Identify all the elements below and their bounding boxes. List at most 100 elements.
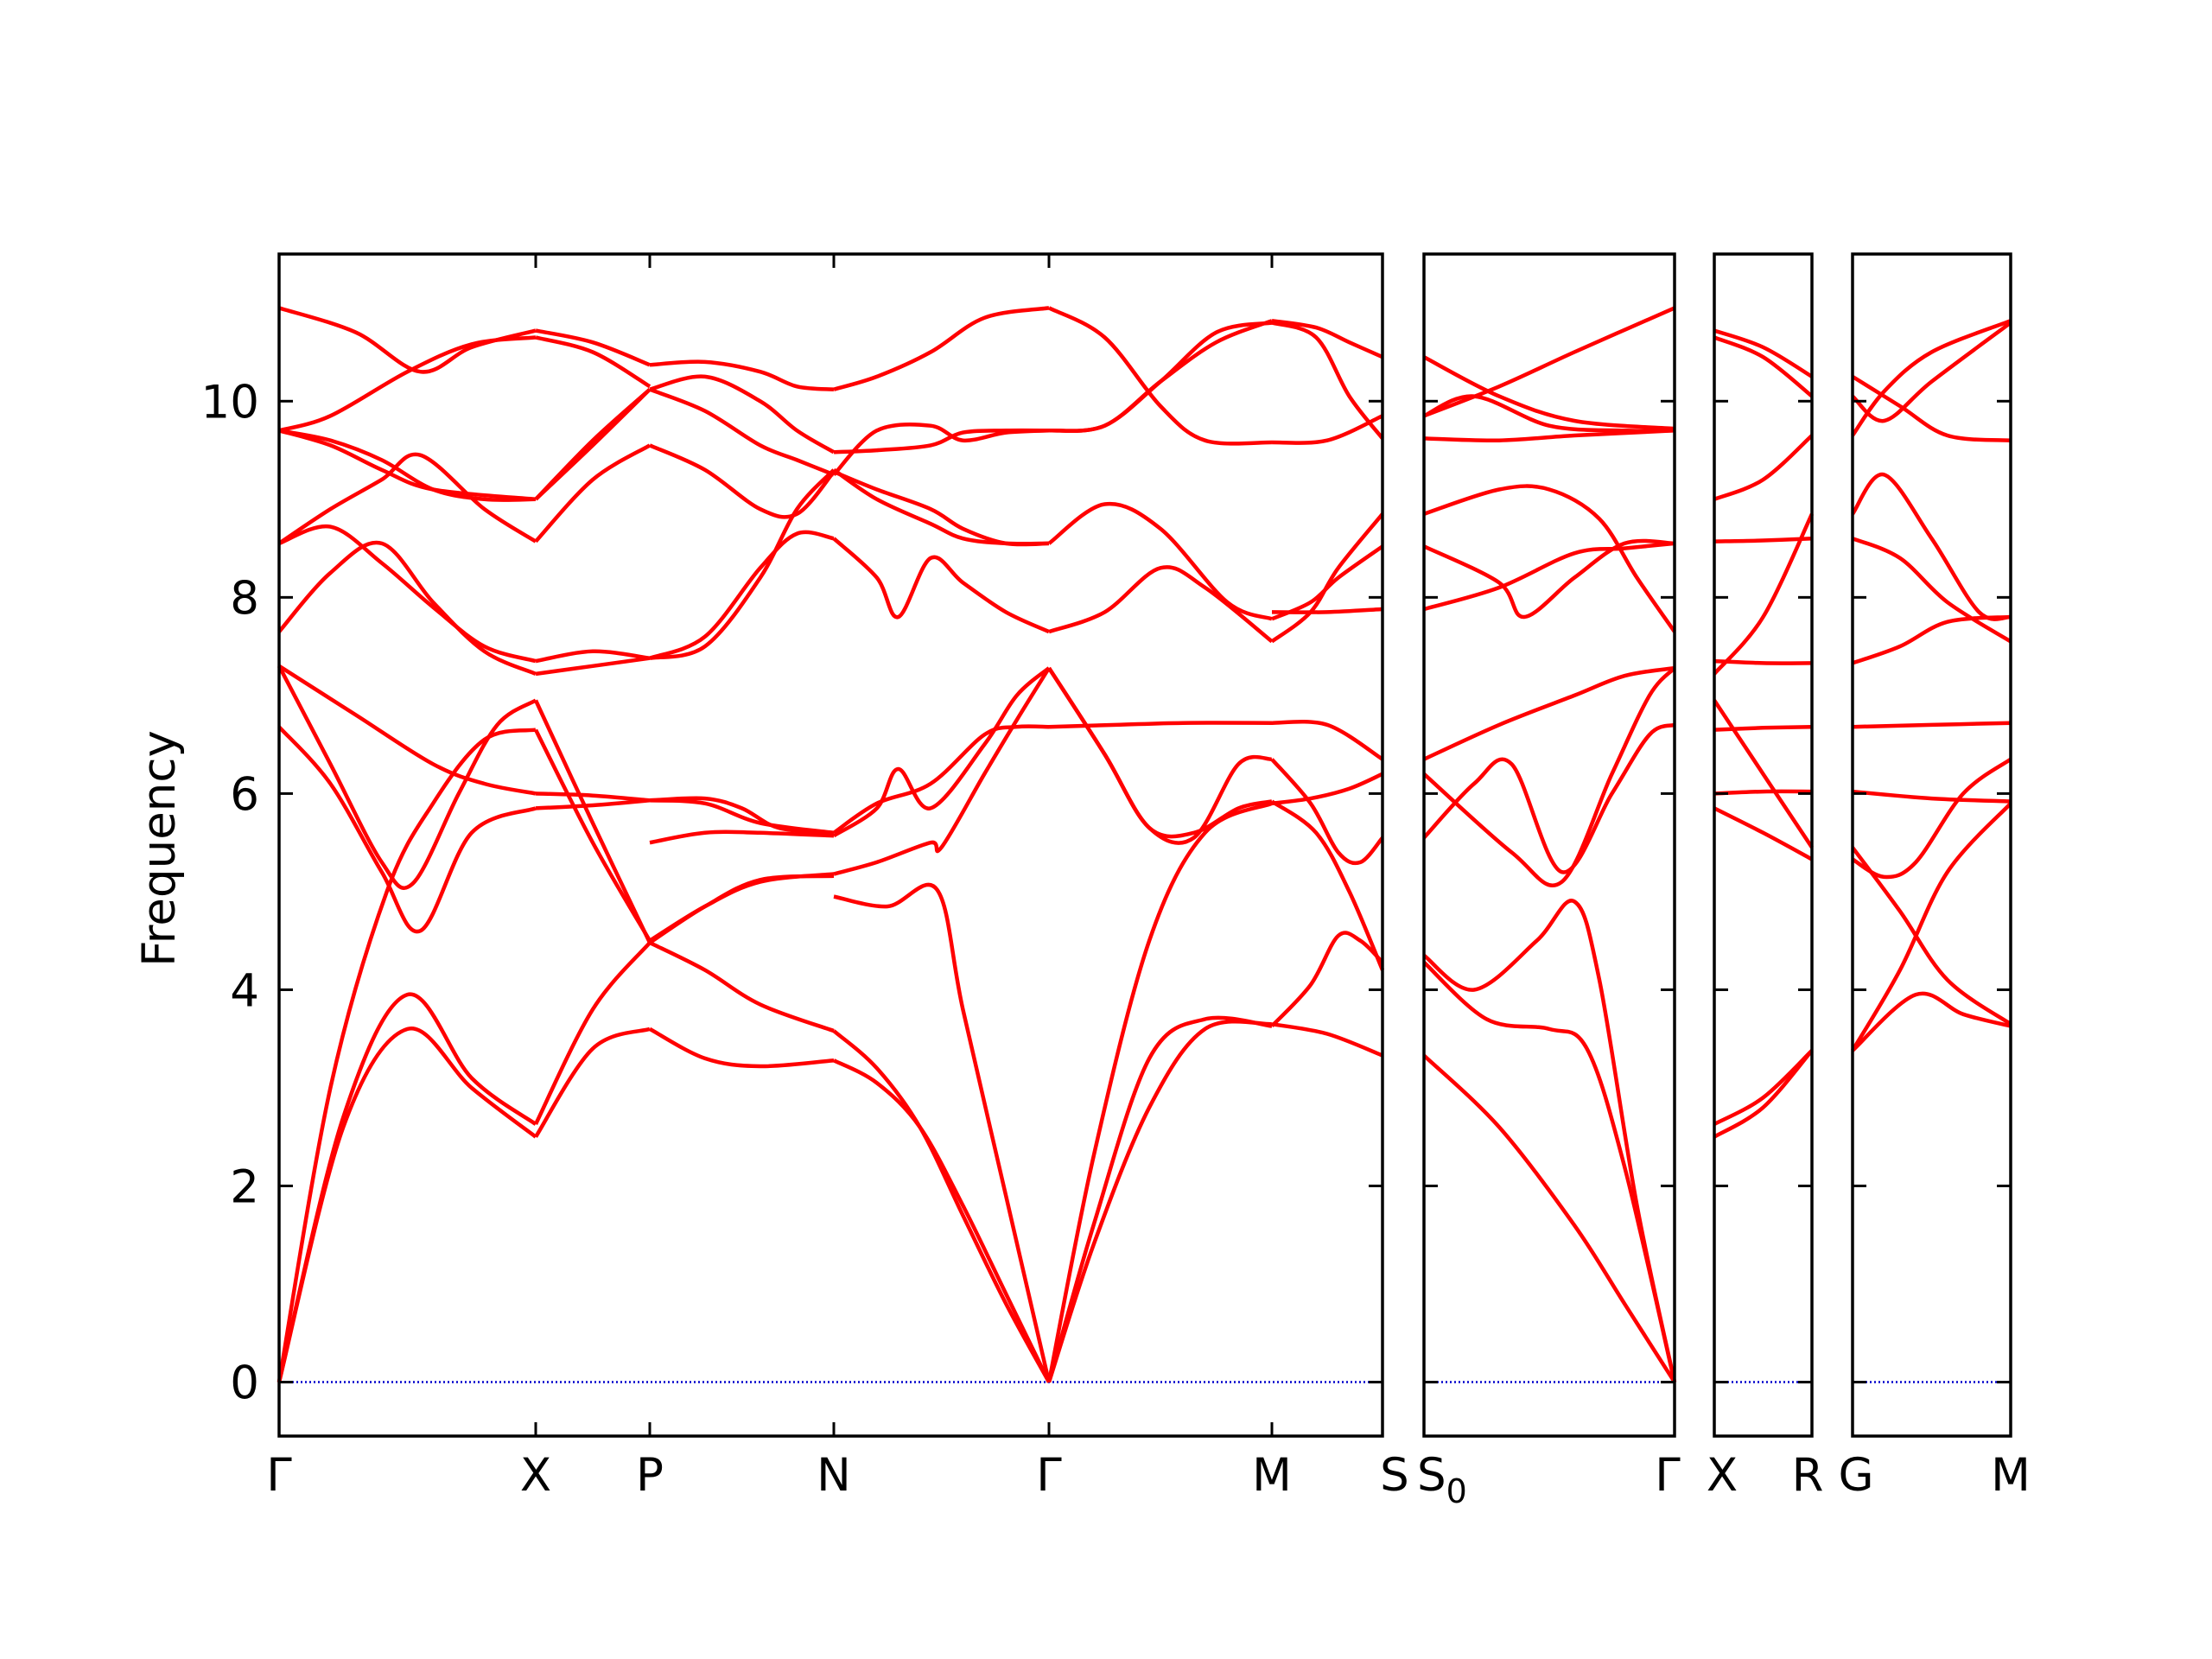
- q-point-label: X: [520, 1449, 551, 1502]
- band-line-p1-s2-b2: [533, 941, 652, 1125]
- y-tick-label: 8: [230, 572, 259, 625]
- band-line-p1-s2-b6: [535, 791, 651, 803]
- band-line-p1-s3-b2: [648, 940, 835, 1033]
- band-line-p1-s6-b6: [1271, 719, 1384, 761]
- band-line-p1-s4-b7: [832, 537, 1050, 634]
- band-line-p2-s1-b12: [1422, 355, 1675, 431]
- band-line-p1-s5-b6: [1048, 721, 1273, 729]
- band-line-p1-s1-b12: [278, 335, 537, 433]
- q-point-label: S0: [1417, 1449, 1467, 1510]
- band-line-p1-s3-b8: [649, 530, 835, 660]
- panel-3: [1713, 252, 1815, 1438]
- band-line-p2-s1-b2: [1422, 961, 1677, 1383]
- panel-frame: [277, 252, 1384, 1438]
- band-line-p3-s1-b9: [1713, 536, 1813, 543]
- band-line-p3-s1-b3: [1713, 806, 1814, 861]
- y-tick-label: 6: [230, 768, 259, 821]
- band-line-p4-s1-b6: [1852, 721, 2012, 729]
- band-line-p1-s2-b13: [535, 328, 651, 367]
- band-line-p1-s6-b12: [1271, 414, 1383, 445]
- band-line-p1-s5-b11: [1047, 306, 1273, 446]
- panel-2: [1422, 252, 1677, 1438]
- band-line-p2-s1-b9: [1423, 484, 1676, 633]
- band-line-p3-s1-b6: [1713, 724, 1813, 732]
- band-line-p1-s4-b9: [833, 469, 1050, 547]
- band-line-p1-s1-b7: [277, 540, 537, 676]
- band-line-p4-s1-b12: [1851, 374, 2012, 442]
- band-line-p1-s6-b5: [1270, 799, 1385, 971]
- band-line-p1-s3-b10: [649, 443, 836, 519]
- panels-layer: [276, 252, 2012, 1438]
- band-line-p2-s1-b4: [1422, 722, 1675, 874]
- band-line-p1-s1-b4: [277, 725, 537, 934]
- band-line-p1-s5-b5: [1047, 666, 1273, 839]
- band-line-p1-s1-b10: [278, 429, 537, 502]
- band-line-p1-s4-b12: [833, 306, 1050, 391]
- band-line-p3-s1-b10: [1713, 434, 1814, 501]
- band-line-p1-s4-b2: [832, 1029, 1051, 1383]
- band-line-p1-s6-b3: [1271, 772, 1383, 806]
- band-line-p1-s4-b3: [833, 882, 1052, 1383]
- band-line-p1-s1-b13: [278, 306, 537, 374]
- band-line-p2-s1-b7: [1423, 541, 1675, 612]
- band-line-p1-s1-b3: [276, 728, 537, 1382]
- band-line-p2-s1-b3: [1422, 899, 1677, 1383]
- band-line-p4-s1-b8: [1852, 537, 2012, 644]
- band-line-p1-s5-b1: [1046, 1019, 1273, 1383]
- band-line-p2-s1-b5: [1422, 666, 1676, 888]
- band-line-p1-s4-b6: [832, 724, 1050, 835]
- panel-frame: [1422, 252, 1676, 1438]
- band-line-p1-s1-b8: [278, 524, 537, 664]
- band-line-p1-s4-b8: [832, 467, 1050, 546]
- band-line-p3-s1-b2: [1713, 1049, 1814, 1126]
- y-tick-label: 2: [230, 1161, 259, 1214]
- band-line-p3-s1-b11: [1713, 335, 1814, 398]
- band-line-p1-s3-b9: [649, 468, 836, 660]
- band-line-p1-s1-b6: [277, 664, 537, 796]
- band-line-p1-s2-b4: [533, 699, 652, 944]
- band-line-p1-s3-b7: [649, 798, 835, 836]
- band-line-p1-s5-b7: [1048, 565, 1274, 644]
- band-line-p1-s1-b2: [276, 992, 537, 1383]
- q-point-label: X: [1707, 1449, 1738, 1502]
- band-line-p1-s6-b2: [1270, 931, 1384, 1028]
- band-line-p4-s1-b2: [1851, 802, 2012, 1052]
- q-point-label: N: [817, 1449, 851, 1502]
- band-line-p2-s1-b8: [1423, 538, 1675, 620]
- band-line-p1-s3-b5: [649, 830, 835, 845]
- y-tick-label: 10: [201, 376, 259, 429]
- band-line-p2-s1-b11: [1423, 394, 1675, 433]
- band-line-p1-s3-b11: [649, 387, 835, 477]
- band-line-p1-s6-b4: [1270, 758, 1384, 866]
- band-line-p4-s1-b9: [1852, 614, 2012, 665]
- band-line-p1-s6-b7: [1270, 512, 1384, 644]
- band-line-p1-s1-b9: [277, 452, 537, 545]
- band-line-p2-s1-b1: [1422, 1053, 1676, 1383]
- band-line-p2-s1-b13: [1423, 306, 1675, 418]
- y-tick-label: 0: [230, 1357, 259, 1410]
- panel-4: [1851, 252, 2012, 1438]
- band-line-p1-s2-b9: [534, 443, 652, 543]
- band-line-p3-s1-b8: [1713, 658, 1813, 665]
- band-line-p1-s4-b1: [832, 1058, 1052, 1383]
- band-line-p1-s6-b9: [1271, 607, 1383, 614]
- band-line-p1-s5-b10: [1048, 319, 1273, 433]
- band-line-p1-s3-b4: [648, 874, 835, 944]
- band-line-p1-s5-b9: [1048, 321, 1273, 433]
- q-point-labels: Γ X P N Γ M S S0 Γ X R G M: [266, 1449, 2031, 1510]
- band-line-p1-s3-b1: [648, 1027, 835, 1069]
- q-point-subscript: 0: [1446, 1472, 1467, 1510]
- q-point-label: M: [1991, 1449, 2031, 1502]
- band-line-p1-s2-b7: [535, 656, 651, 677]
- band-line-p1-s6-b10: [1271, 321, 1384, 440]
- q-point-label: Γ: [1036, 1449, 1062, 1502]
- y-tick-labels: 0 2 4 6 8 10: [201, 376, 259, 1409]
- band-line-p1-s6-b1: [1271, 1021, 1383, 1058]
- band-line-p3-s1-b4: [1713, 699, 1814, 849]
- panel-frame: [1851, 252, 2012, 1438]
- q-point-label: P: [636, 1449, 664, 1502]
- band-line-p1-s5-b2: [1046, 1015, 1273, 1383]
- band-line-p1-s3-b6: [649, 796, 835, 836]
- band-line-p1-s4-b4: [833, 666, 1051, 876]
- q-point-label: Γ: [1655, 1449, 1681, 1502]
